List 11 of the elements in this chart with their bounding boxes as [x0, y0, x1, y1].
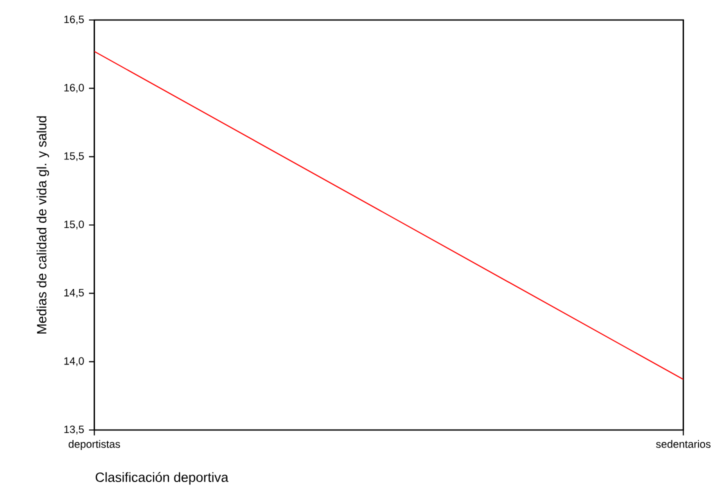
x-axis-title: Clasificación deportiva [96, 472, 228, 485]
y-tick-label: 14,0 [64, 357, 84, 366]
y-tick-label: 16,5 [64, 16, 84, 24]
y-tick-label: 16,0 [64, 84, 84, 93]
y-tick-label: 13,5 [64, 426, 84, 434]
y-tick-label: 14,5 [64, 288, 84, 298]
y-tick-label: 15,0 [64, 220, 84, 230]
x-tick-label: deportistas [68, 440, 120, 450]
y-tick-label: 15,5 [64, 152, 84, 162]
y-axis-title: Medias de calidad de vida gl. y salud [36, 116, 50, 334]
x-tick-label: sedentarios [656, 440, 711, 448]
